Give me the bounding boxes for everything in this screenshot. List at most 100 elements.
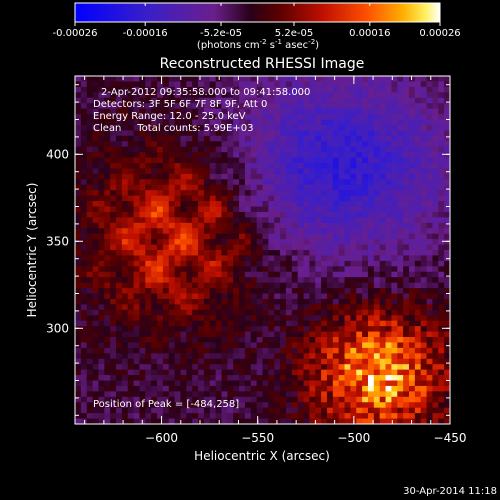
heatmap-cell [127, 271, 135, 278]
heatmap-cell [192, 385, 199, 392]
heatmap-cell [110, 315, 117, 322]
heatmap-cell [174, 293, 182, 300]
heatmap-cell [75, 114, 82, 121]
heatmap-cell [373, 288, 381, 295]
heatmap-cell [321, 211, 328, 218]
heatmap-cell [367, 271, 375, 278]
heatmap-cell [426, 206, 434, 213]
heatmap-cell [403, 293, 410, 300]
heatmap-cell [139, 222, 146, 229]
heatmap-cell [250, 141, 258, 148]
heatmap-cell [438, 206, 445, 213]
heatmap-cell [215, 222, 223, 229]
heatmap-cell [268, 108, 275, 115]
heatmap-cell [80, 326, 88, 333]
heatmap-cell [414, 206, 422, 213]
heatmap-cell [315, 179, 322, 186]
heatmap-cell [104, 320, 111, 327]
heatmap-cell [326, 266, 334, 273]
heatmap-cell [168, 369, 176, 376]
heatmap-cell [397, 315, 404, 322]
heatmap-cell [221, 331, 228, 338]
heatmap-cell [221, 222, 228, 229]
heatmap-cell [408, 320, 416, 327]
heatmap-cell [127, 168, 135, 175]
heatmap-cell [356, 266, 363, 273]
heatmap-cell [116, 211, 123, 218]
heatmap-cell [145, 211, 152, 218]
heatmap-cell [268, 358, 275, 365]
heatmap-cell [262, 347, 269, 354]
heatmap-cell [438, 190, 445, 197]
heatmap-cell [127, 255, 135, 262]
heatmap-cell [162, 244, 170, 251]
heatmap-cell [127, 260, 135, 267]
heatmap-cell [326, 369, 334, 376]
heatmap-cell [104, 271, 111, 278]
heatmap-cell [174, 201, 182, 208]
heatmap-cell [303, 353, 310, 360]
heatmap-cell [408, 358, 416, 365]
heatmap-cell [332, 293, 340, 300]
heatmap-cell [180, 385, 187, 392]
heatmap-cell [80, 108, 88, 115]
heatmap-cell [244, 380, 252, 387]
heatmap-cell [268, 233, 275, 240]
heatmap-cell [426, 173, 434, 180]
heatmap-cell [303, 326, 310, 333]
heatmap-cell [297, 271, 305, 278]
heatmap-cell [162, 130, 170, 137]
heatmap-cell [356, 173, 363, 180]
heatmap-cell [274, 304, 281, 311]
heatmap-cell [145, 130, 152, 137]
heatmap-cell [332, 413, 340, 420]
heatmap-cell [280, 244, 287, 251]
heatmap-cell [168, 364, 176, 371]
heatmap-cell [86, 201, 94, 208]
heatmap-cell [391, 228, 398, 235]
heatmap-cell [198, 163, 205, 170]
heatmap-cell [403, 369, 410, 376]
colorbar-tick-labels: -0.00026 -0.00016 -5.2e-05 5.2e-05 0.00016 0.… [53, 28, 461, 39]
heatmap-cell [221, 326, 228, 333]
heatmap-cell [215, 157, 223, 164]
heatmap-cell [391, 222, 398, 229]
heatmap-cell [373, 402, 381, 409]
heatmap-cell [133, 81, 141, 88]
heatmap-cell [262, 364, 269, 371]
heatmap-cell [104, 402, 111, 409]
heatmap-cell [403, 92, 410, 99]
heatmap-cell [215, 380, 223, 387]
heatmap-cell [221, 418, 228, 424]
heatmap-cell [203, 217, 211, 224]
heatmap-cell [397, 342, 404, 349]
heatmap-cell [239, 135, 246, 142]
heatmap-cell [192, 114, 199, 121]
heatmap-cell [432, 342, 439, 349]
heatmap-cell [233, 320, 240, 327]
heatmap-cell [356, 298, 363, 305]
heatmap-cell [221, 124, 228, 131]
heatmap-cell [239, 304, 246, 311]
heatmap-cell [280, 407, 287, 414]
heatmap-cell [321, 184, 328, 191]
heatmap-cell [86, 326, 94, 333]
heatmap-cell [145, 364, 152, 371]
heatmap-cell [356, 124, 363, 131]
heatmap-cell [385, 402, 393, 409]
heatmap-cell [420, 309, 428, 316]
heatmap-cell [186, 92, 193, 99]
heatmap-cell [98, 163, 105, 170]
heatmap-cell [133, 337, 141, 344]
heatmap-cell [192, 347, 199, 354]
heatmap-image [75, 76, 450, 424]
heatmap-cell [92, 130, 100, 137]
heatmap-cell [321, 326, 328, 333]
heatmap-cell [139, 380, 146, 387]
heatmap-cell [86, 342, 94, 349]
heatmap-cell [151, 331, 158, 338]
heatmap-cell [174, 277, 182, 284]
heatmap-cell [133, 326, 141, 333]
heatmap-cell [186, 146, 193, 153]
